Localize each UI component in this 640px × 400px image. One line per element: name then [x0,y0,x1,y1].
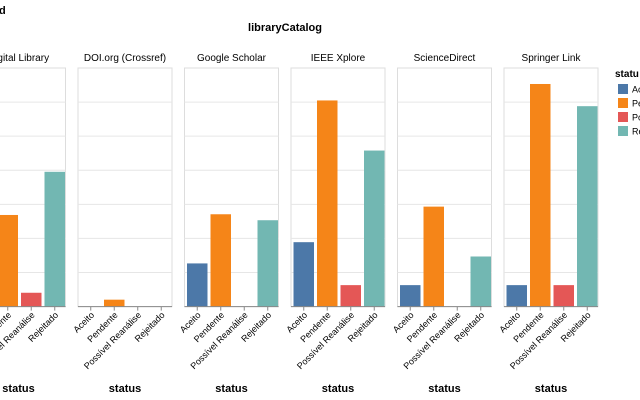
x-axis-title: status [215,383,247,395]
bar-poss-vel-rean-lise [21,292,42,307]
legend-swatch-aceito [618,84,628,94]
bar-aceito [506,285,527,307]
bar-rejeitado [257,220,278,307]
facet-title: IEEE Xplore [311,53,366,64]
x-axis-title: status [2,383,34,395]
bar-rejeitado [364,150,385,307]
panel-frame [77,67,173,308]
bar-aceito [400,285,421,307]
legend-label: Re [632,127,640,137]
bar-pendente [317,100,338,307]
facet-title: Google Scholar [197,53,267,64]
legend-swatch-poss-vel-rean-lise [618,112,628,122]
bar-pendente [210,214,231,307]
cropped-chart-title: d [0,5,6,17]
bar-poss-vel-rean-lise [340,285,361,307]
facet-title: Digital Library [0,53,49,64]
x-axis-title: status [428,383,460,395]
facet-panels: Digital LibraryAceitoPendentePossível Re… [0,53,599,395]
bar-pendente [0,214,18,307]
bar-pendente [530,83,551,307]
facet-title: ScienceDirect [414,53,476,64]
legend-label: Ac [632,85,640,95]
facet-title: DOI.org (Crossref) [84,53,166,64]
bar-rejeitado [577,106,598,307]
x-axis-title: status [535,383,567,395]
facet-title: Springer Link [522,53,582,64]
x-axis-title: status [109,383,141,395]
bar-pendente [104,299,125,307]
bar-rejeitado [470,256,491,307]
facet-panel-digital-library: Digital LibraryAceitoPendentePossível Re… [0,53,66,395]
bar-rejeitado [44,171,65,307]
facet-panel-doi-org-crossref: DOI.org (Crossref)AceitoPendentePossível… [71,53,173,395]
facet-header-title: libraryCatalog [248,22,322,34]
bar-poss-vel-rean-lise [553,285,574,307]
bar-aceito [187,263,208,307]
x-axis-title: status [322,383,354,395]
legend-label: Po [632,113,640,123]
legend-swatch-rejeitado [618,126,628,136]
legend-title: statu [615,69,639,80]
legend-label: Pe [632,99,640,109]
color-legend: statu Ac Pe Po Re [615,69,640,137]
bar-pendente [423,206,444,307]
legend-swatch-pendente [618,98,628,108]
bar-aceito [293,242,314,307]
